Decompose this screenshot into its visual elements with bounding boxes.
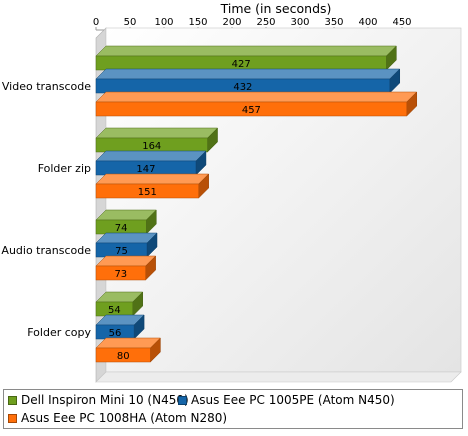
x-tick-label: 250 <box>256 17 275 28</box>
bar: 427 <box>95 45 397 71</box>
bar: 147 <box>95 150 207 176</box>
data-label: 151 <box>138 187 157 198</box>
bar-front-face <box>95 101 408 117</box>
data-label: 164 <box>142 141 161 152</box>
x-tick-label: 350 <box>324 17 343 28</box>
data-label: 56 <box>109 328 122 339</box>
bar-top-face <box>95 232 158 244</box>
bar: 432 <box>95 68 401 94</box>
data-label: 54 <box>108 305 121 316</box>
bar-top-face <box>95 68 401 80</box>
data-label: 457 <box>242 105 261 116</box>
data-label: 432 <box>233 82 252 93</box>
legend-label-series-3: Asus Eee PC 1008HA (Atom N280) <box>21 411 228 425</box>
plot-area: 427 432 457 164 147 151 74 75 73 54 56 80 <box>95 27 462 383</box>
bar-top-face <box>95 337 162 349</box>
category-labels: Video transcode Folder zip Audio transcode… <box>1 80 91 339</box>
bar-top-face <box>95 173 210 185</box>
legend-label-series-2: Asus Eee PC 1005PE (Atom N450) <box>191 393 395 407</box>
data-label: 147 <box>136 164 155 175</box>
bar-front-face <box>95 347 151 363</box>
category-label: Audio transcode <box>1 244 91 257</box>
category-label: Folder zip <box>38 162 91 175</box>
category-label: Video transcode <box>2 80 91 93</box>
bar-front-face <box>95 183 199 199</box>
data-label: 74 <box>115 223 128 234</box>
bar: 73 <box>95 255 157 281</box>
legend-item-series-3: Asus Eee PC 1008HA (Atom N280) <box>8 411 227 425</box>
x-tick-label: 50 <box>124 17 137 28</box>
data-label: 75 <box>115 246 128 257</box>
legend: Dell Inspiron Mini 10 (N450) Asus Eee PC… <box>3 389 463 429</box>
x-tick-label: 100 <box>154 17 173 28</box>
data-label: 427 <box>232 59 251 70</box>
bar: 75 <box>95 232 158 258</box>
category-label: Folder copy <box>27 326 91 339</box>
data-label: 80 <box>117 351 130 362</box>
x-tick-label: 200 <box>222 17 241 28</box>
x-tick-label: 150 <box>188 17 207 28</box>
legend-swatch-series-1 <box>8 395 17 405</box>
bar: 54 <box>95 291 144 317</box>
bar-top-face <box>95 255 157 267</box>
bar-top-face <box>95 209 157 221</box>
bar: 164 <box>95 127 219 153</box>
x-tick-label: 400 <box>358 17 377 28</box>
bar-front-face <box>95 265 146 281</box>
legend-swatch-series-3 <box>8 413 17 423</box>
x-axis-title: Time (in seconds) <box>220 1 332 16</box>
bar-top-face <box>95 127 219 139</box>
bar-top-face <box>95 150 207 162</box>
legend-swatch-series-2 <box>178 395 187 405</box>
legend-label-series-1: Dell Inspiron Mini 10 (N450) <box>21 393 189 407</box>
bar: 80 <box>95 337 162 363</box>
legend-item-series-1: Dell Inspiron Mini 10 (N450) <box>8 393 189 407</box>
bar-top-face <box>95 45 397 57</box>
bar: 56 <box>95 314 145 340</box>
bar: 457 <box>95 91 418 117</box>
x-tick-label: 450 <box>392 17 411 28</box>
legend-item-series-2: Asus Eee PC 1005PE (Atom N450) <box>178 393 395 407</box>
x-tick-label: 0 <box>93 17 99 28</box>
bar: 74 <box>95 209 157 235</box>
bar-top-face <box>95 91 418 103</box>
x-tick-label: 300 <box>290 17 309 28</box>
bar: 151 <box>95 173 210 199</box>
floor <box>95 371 462 383</box>
data-label: 73 <box>114 269 127 280</box>
